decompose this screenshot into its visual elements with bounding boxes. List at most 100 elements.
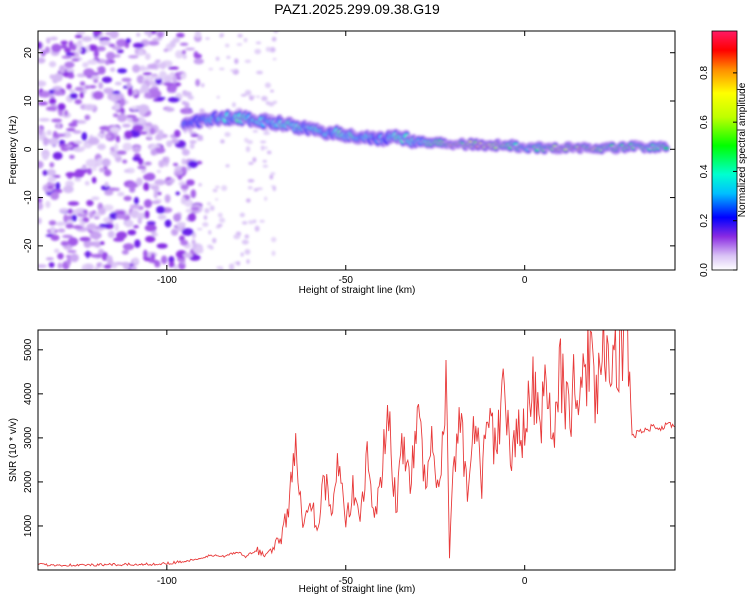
noise-blob — [165, 107, 175, 112]
noise-blob — [38, 264, 47, 268]
noise-blob — [241, 221, 248, 225]
noise-blob — [91, 228, 104, 232]
noise-blob — [38, 101, 49, 106]
noise-blob — [84, 85, 91, 90]
noise-blob — [65, 171, 76, 178]
spectrogram-frame — [37, 30, 676, 271]
noise-blob — [164, 194, 171, 203]
noise-blob — [67, 208, 73, 214]
noise-blob — [42, 136, 49, 146]
noise-blob — [119, 98, 126, 107]
noise-blob — [86, 223, 97, 231]
noise-blob — [129, 204, 141, 210]
noise-blob — [131, 117, 140, 123]
colorbar-tick-label: 0.4 — [699, 164, 710, 178]
noise-blob — [120, 107, 125, 115]
noise-blob — [82, 62, 89, 68]
noise-blob — [225, 164, 230, 168]
noise-blob — [81, 264, 87, 270]
noise-blob — [245, 198, 251, 203]
noise-blob — [132, 64, 141, 73]
noise-blob — [125, 114, 137, 118]
x-tick-label: 0 — [522, 576, 528, 587]
noise-blob — [51, 43, 62, 53]
noise-blob — [91, 196, 100, 201]
noise-blob — [111, 262, 118, 266]
noise-blob — [156, 96, 166, 100]
noise-blob — [47, 185, 54, 190]
noise-blob — [42, 152, 49, 161]
noise-blob — [121, 77, 132, 82]
noise-blob — [104, 189, 114, 196]
noise-blob — [147, 63, 158, 70]
noise-blob — [94, 241, 101, 248]
noise-blob — [221, 185, 228, 192]
noise-blob — [135, 177, 143, 186]
noise-blob — [114, 187, 120, 192]
noise-blob — [85, 158, 97, 168]
noise-blob — [189, 143, 195, 150]
noise-blob — [157, 214, 167, 220]
noise-blob — [263, 131, 271, 136]
noise-blob — [77, 39, 83, 44]
noise-blob — [246, 139, 253, 145]
noise-blob — [68, 154, 75, 160]
noise-blob — [133, 225, 139, 229]
noise-blob — [42, 169, 48, 176]
noise-blob — [138, 49, 144, 56]
noise-blob — [248, 161, 254, 165]
noise-blob — [63, 185, 74, 194]
noise-blob — [115, 135, 121, 143]
noise-blob — [87, 44, 98, 52]
noise-blob — [38, 80, 47, 87]
noise-blob — [212, 188, 218, 193]
noise-blob — [234, 58, 239, 65]
noise-blob — [254, 48, 262, 55]
noise-blob — [105, 60, 110, 66]
noise-blob — [175, 191, 180, 196]
noise-blob — [194, 53, 202, 59]
noise-blob — [49, 162, 55, 168]
noise-blob — [193, 246, 204, 254]
noise-blob — [269, 47, 276, 53]
noise-blob — [79, 46, 87, 55]
noise-blob — [252, 157, 257, 163]
x-tick-label: 0 — [522, 275, 528, 286]
noise-blob — [59, 208, 69, 213]
noise-blob — [39, 90, 51, 98]
noise-blob — [74, 34, 83, 39]
noise-blob — [194, 31, 202, 39]
noise-blob — [157, 191, 162, 196]
noise-blob — [175, 222, 185, 228]
noise-blob — [58, 64, 66, 74]
noise-blob — [189, 140, 197, 144]
noise-blob — [239, 212, 245, 218]
colorbar-tick-label: 0.6 — [699, 115, 710, 129]
noise-blob — [264, 82, 271, 89]
noise-blob — [260, 145, 265, 151]
noise-blob — [220, 139, 225, 144]
noise-blob — [156, 243, 168, 249]
noise-blob — [81, 131, 88, 141]
noise-blob — [219, 33, 223, 38]
noise-blob — [191, 206, 200, 211]
noise-blob — [130, 265, 137, 270]
noise-blob — [67, 237, 79, 247]
noise-blob — [261, 95, 268, 102]
noise-blob — [46, 168, 57, 177]
noise-blob — [180, 196, 186, 205]
noise-blob — [103, 264, 112, 269]
chart-title: PAZ1.2025.299.09.38.G19 — [274, 1, 440, 17]
noise-blob — [117, 113, 127, 123]
noise-blob — [82, 217, 90, 223]
noise-blob — [114, 81, 122, 86]
noise-blob — [150, 75, 163, 80]
noise-blob — [180, 239, 189, 246]
noise-blob — [250, 95, 256, 98]
noise-blob — [88, 85, 97, 89]
noise-blob — [202, 222, 209, 227]
noise-blob — [112, 90, 121, 95]
y-tick-label: 20 — [23, 47, 34, 59]
noise-blob — [145, 172, 156, 181]
